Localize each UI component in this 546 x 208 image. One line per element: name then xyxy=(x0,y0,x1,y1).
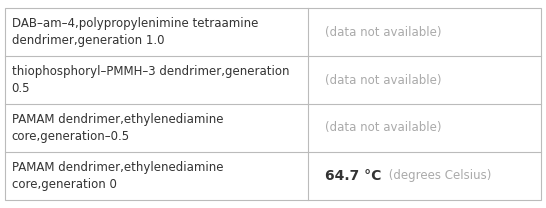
Text: (data not available): (data not available) xyxy=(325,26,441,38)
Text: PAMAM dendrimer,ethylenediamine
core,generation–0.5: PAMAM dendrimer,ethylenediamine core,gen… xyxy=(11,113,223,143)
Text: 64.7 °C: 64.7 °C xyxy=(325,169,381,183)
Text: DAB–am–4,polypropylenimine tetraamine
dendrimer,generation 1.0: DAB–am–4,polypropylenimine tetraamine de… xyxy=(11,17,258,47)
Text: PAMAM dendrimer,ethylenediamine
core,generation 0: PAMAM dendrimer,ethylenediamine core,gen… xyxy=(11,161,223,191)
Text: (data not available): (data not available) xyxy=(325,121,441,135)
Text: thiophosphoryl–PMMH–3 dendrimer,generation
0.5: thiophosphoryl–PMMH–3 dendrimer,generati… xyxy=(11,65,289,95)
Text: (data not available): (data not available) xyxy=(325,73,441,87)
Text: (degrees Celsius): (degrees Celsius) xyxy=(385,170,491,182)
